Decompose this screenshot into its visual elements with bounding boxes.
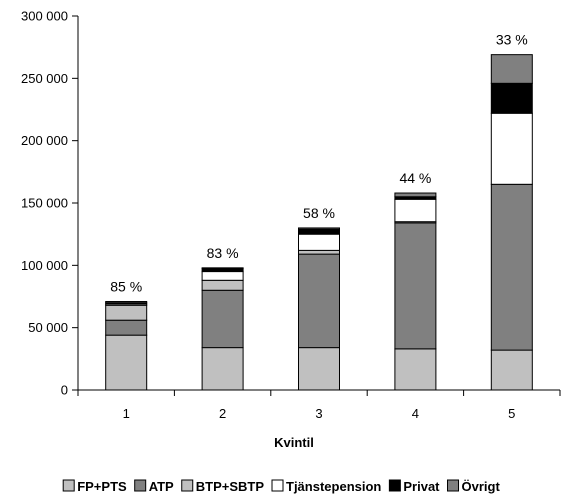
bar-segment bbox=[105, 300, 148, 304]
y-tick-label: 200 000 bbox=[21, 133, 68, 148]
percentage-label: 58 % bbox=[303, 205, 335, 221]
legend-item: Övrigt bbox=[447, 479, 501, 494]
bar-segment bbox=[490, 54, 533, 84]
bar-segment bbox=[490, 82, 533, 114]
legend-label: FP+PTS bbox=[77, 479, 127, 494]
legend-swatch bbox=[388, 479, 401, 492]
bar-segment bbox=[490, 183, 533, 351]
legend-swatch bbox=[271, 479, 284, 492]
bar-segment bbox=[201, 279, 244, 291]
bar-segment bbox=[298, 347, 340, 391]
bar-segment bbox=[394, 192, 437, 198]
legend-item: Privat bbox=[388, 479, 440, 494]
legend-item: BTP+SBTP bbox=[181, 479, 265, 494]
x-tick-label: 5 bbox=[508, 406, 515, 421]
legend-label: Privat bbox=[403, 479, 440, 494]
legend-swatch bbox=[62, 479, 75, 492]
bar-segment bbox=[490, 349, 533, 391]
legend-swatch bbox=[134, 479, 147, 492]
bar-segment bbox=[105, 304, 148, 321]
bar-segment bbox=[105, 319, 148, 336]
legend-item: FP+PTS bbox=[62, 479, 127, 494]
bar-segment bbox=[298, 253, 340, 349]
percentage-label: 33 % bbox=[496, 32, 528, 48]
bar-segment bbox=[298, 228, 340, 235]
x-tick-label: 3 bbox=[315, 406, 322, 421]
y-tick-label: 100 000 bbox=[21, 258, 68, 273]
y-tick-label: 300 000 bbox=[21, 9, 68, 24]
legend-label: ATP bbox=[149, 479, 174, 494]
bar-segment bbox=[201, 267, 244, 269]
bar-segment bbox=[394, 222, 437, 350]
bars bbox=[105, 54, 533, 391]
legend-swatch bbox=[181, 479, 194, 492]
x-axis-title: Kvintil bbox=[274, 435, 314, 450]
legend-label: BTP+SBTP bbox=[196, 479, 265, 494]
bar-segment bbox=[105, 334, 148, 391]
x-tick-label: 1 bbox=[123, 406, 130, 421]
legend-item: ATP bbox=[134, 479, 174, 494]
legend-label: Övrigt bbox=[462, 479, 501, 494]
bar-segment bbox=[298, 227, 340, 230]
legend: FP+PTS ATP BTP+SBTP Tjänstepension Privat Övr… bbox=[62, 479, 501, 494]
percentage-label: 85 % bbox=[110, 278, 142, 294]
x-tick-label: 4 bbox=[412, 406, 419, 421]
percentage-label: 44 % bbox=[399, 170, 431, 186]
x-axis: 1 2 3 4 5 bbox=[77, 389, 561, 421]
y-tick-label: 250 000 bbox=[21, 71, 68, 86]
y-axis: 0 50 000 100 000 150 000 200 000 250 000 300 0… bbox=[21, 9, 79, 398]
bar-segment bbox=[201, 289, 244, 349]
percentage-annotations: 85 % 83 % 58 % 44 % 33 % bbox=[110, 32, 528, 295]
bar-segment bbox=[394, 348, 437, 391]
x-tick-label: 2 bbox=[219, 406, 226, 421]
y-tick-label: 150 000 bbox=[21, 196, 68, 211]
bar-segment bbox=[298, 249, 340, 255]
percentage-label: 83 % bbox=[207, 245, 239, 261]
bar-segment bbox=[298, 233, 340, 251]
bar-segment bbox=[394, 198, 437, 223]
legend-label: Tjänstepension bbox=[286, 479, 381, 494]
legend-item: Tjänstepension bbox=[271, 479, 381, 494]
legend-swatch bbox=[447, 479, 460, 492]
bar-segment bbox=[201, 347, 244, 391]
y-tick-label: 0 bbox=[61, 383, 68, 398]
y-tick-label: 50 000 bbox=[28, 320, 68, 335]
bar-segment bbox=[490, 112, 533, 185]
bar-segment bbox=[201, 271, 244, 281]
